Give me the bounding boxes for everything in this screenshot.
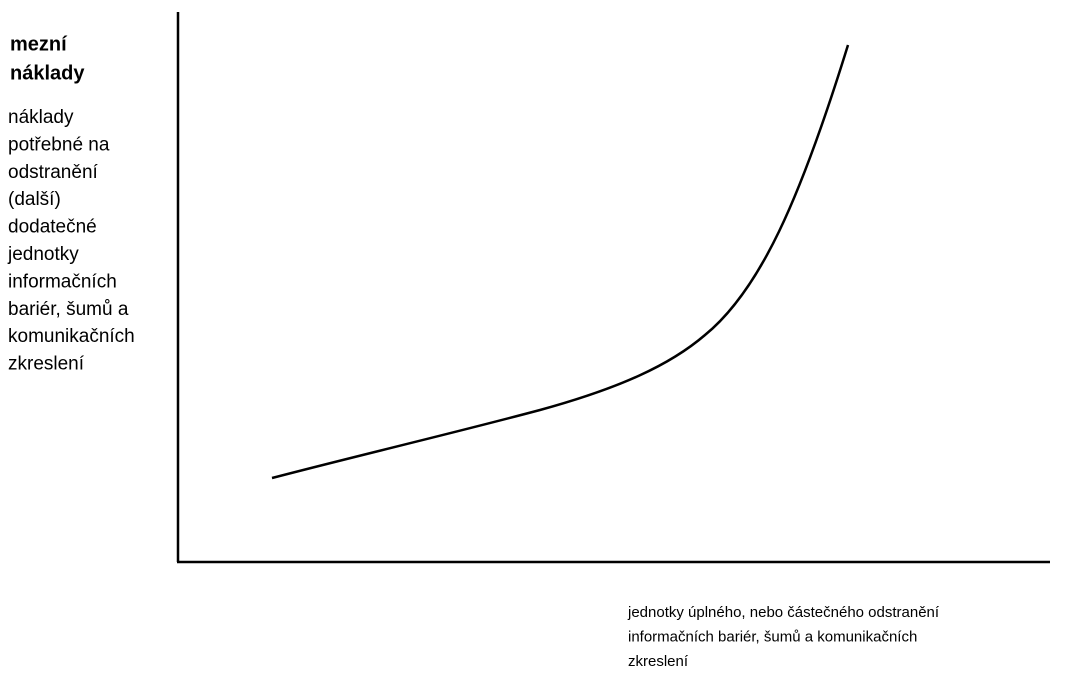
y-axis-description: dodatečné: [8, 217, 97, 238]
x-axis-description: zkreslení: [628, 653, 689, 670]
y-axis-title: mezní: [10, 33, 68, 55]
y-axis-description: jednotky: [7, 244, 79, 265]
y-axis-description: informačních: [8, 271, 117, 292]
x-axis-description: informačních bariér, šumů a komunikačníc…: [628, 628, 917, 645]
cost-curve: [271, 44, 850, 480]
y-axis-description: komunikačních: [8, 326, 135, 347]
y-axis-description: náklady: [8, 107, 74, 128]
y-axis-description: zkreslení: [8, 354, 85, 375]
y-axis-description: potřebné na: [8, 134, 110, 155]
y-axis-description: (další): [8, 189, 61, 210]
x-axis-description: jednotky úplného, nebo částečného odstra…: [627, 604, 940, 621]
y-axis-description: bariér, šumů a: [8, 299, 129, 320]
y-axis-description: odstranění: [8, 162, 99, 183]
y-axis-title: náklady: [10, 62, 85, 84]
